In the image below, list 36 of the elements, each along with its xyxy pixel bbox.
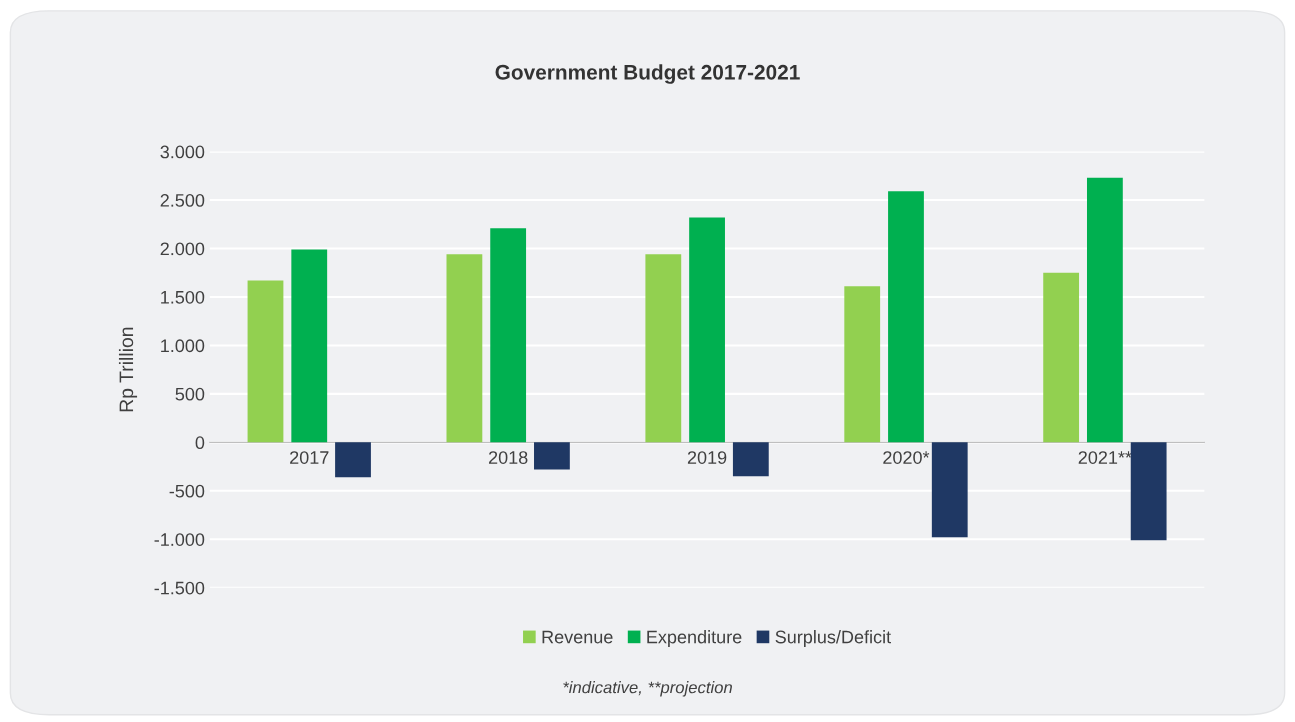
bar	[888, 191, 924, 443]
bar	[732, 442, 769, 477]
y-tick-label: 1.000	[161, 339, 205, 353]
bar	[247, 280, 284, 443]
y-tick-label: 3.000	[160, 145, 205, 159]
x-tick-label: 2020*	[883, 451, 930, 464]
y-tick-label: -1.000	[154, 533, 205, 546]
x-tick-label: 2018	[488, 451, 528, 464]
y-tick-label: 2.500	[160, 194, 205, 207]
bar	[931, 442, 968, 538]
y-tick-label: 2.000	[160, 242, 205, 256]
bar	[1043, 272, 1080, 443]
bar	[1086, 177, 1123, 443]
bar	[335, 442, 371, 478]
bar	[291, 249, 328, 443]
y-axis-title: Rp Trillion	[118, 327, 138, 412]
legend-label: Revenue	[542, 630, 613, 644]
legend-label: Expenditure	[647, 630, 742, 647]
bar	[490, 228, 527, 443]
y-tick-label: 1.500	[161, 290, 205, 304]
bar	[844, 286, 881, 443]
text: *indicative, **projection	[563, 681, 732, 697]
bar	[1130, 442, 1167, 541]
y-tick-label: 0	[195, 436, 205, 450]
chart-title: Government Budget 2017-2021	[495, 64, 800, 84]
x-tick-label: 2017	[290, 451, 329, 464]
bar	[645, 254, 682, 443]
y-tick-label: -500	[169, 484, 205, 498]
bar	[446, 254, 483, 443]
legend-label: Surplus/Deficit	[775, 630, 891, 647]
x-tick-label: 2021**	[1078, 451, 1132, 464]
x-tick-label: 2019	[687, 451, 727, 464]
y-tick-label: -1.500	[154, 581, 205, 595]
bar	[534, 442, 570, 470]
bar	[689, 217, 725, 443]
y-tick-label: 500	[175, 387, 205, 401]
